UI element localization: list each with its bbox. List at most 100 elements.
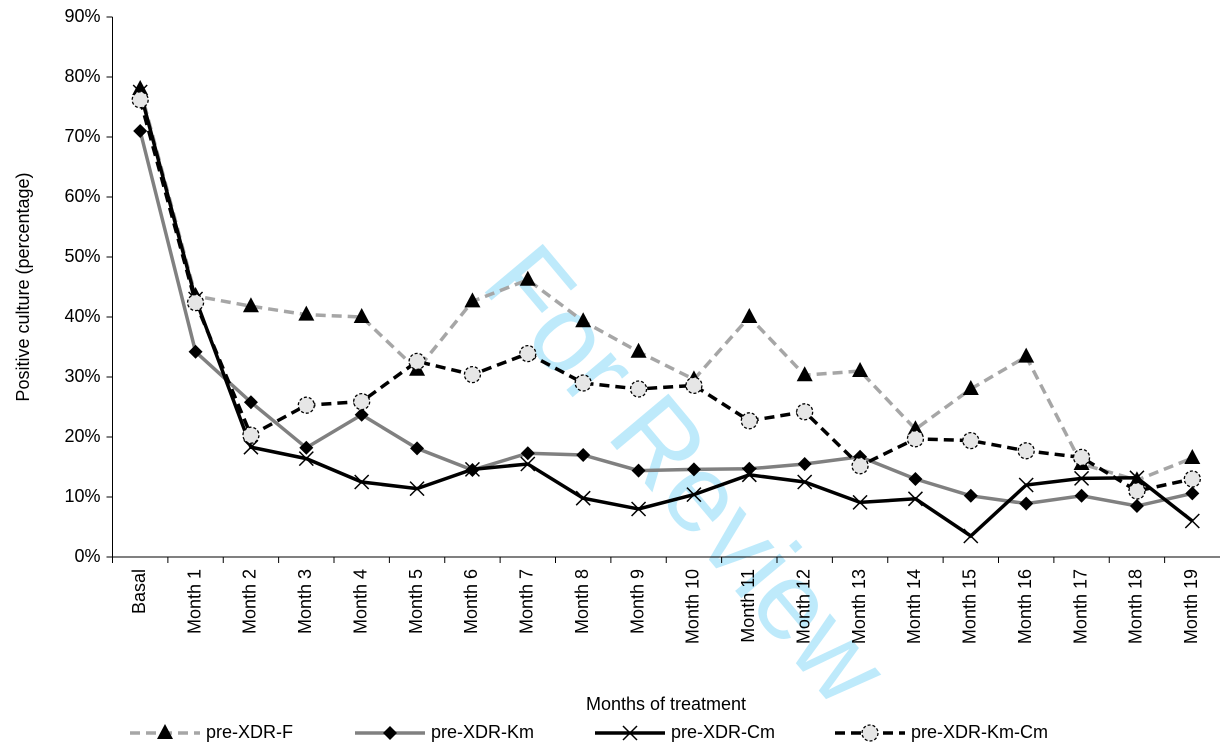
y-tick-label: 70% (64, 126, 100, 146)
x-tick-label: Month 17 (1070, 569, 1090, 644)
marker-diamond (520, 446, 535, 461)
y-tick-label: 40% (64, 306, 100, 326)
legend-marker (622, 725, 638, 741)
series-line (138, 88, 1193, 483)
x-tick-label: Month 16 (1015, 569, 1035, 644)
marker-triangle (741, 308, 758, 323)
y-tick-label: 30% (64, 366, 100, 386)
x-tick-label: Month 11 (738, 569, 758, 643)
x-tick-label: Month 19 (1181, 569, 1201, 644)
marker-x (907, 491, 923, 507)
y-tick-label: 90% (64, 6, 100, 26)
marker-circle (1017, 442, 1035, 460)
marker-triangle (796, 366, 813, 382)
legend: pre-XDR-F pre-XDR-Km pre-XDR-Cm pre-XDR-Km-… (130, 722, 1048, 742)
marker-circle (962, 431, 980, 450)
marker-diamond (686, 462, 701, 477)
marker-circle (242, 426, 260, 444)
marker-x (741, 467, 757, 483)
marker-triangle (353, 308, 370, 323)
marker-x (575, 490, 591, 506)
marker-diamond (1185, 486, 1200, 501)
y-tick-label: 0% (74, 546, 100, 566)
x-tick-label: Month 2 (240, 569, 260, 634)
marker-diamond (243, 395, 258, 410)
marker-triangle (962, 380, 979, 395)
legend-label: pre-XDR-F (206, 722, 293, 742)
marker-circle (463, 365, 482, 384)
marker-diamond (1129, 499, 1144, 513)
marker-x (852, 494, 868, 510)
legend-marker (157, 724, 173, 739)
marker-x (686, 487, 702, 503)
marker-x (797, 474, 813, 490)
marker-circle (1183, 470, 1201, 488)
marker-triangle (519, 270, 536, 286)
legend-label: pre-XDR-Km (431, 722, 534, 742)
marker-triangle (852, 362, 869, 377)
x-tick-label: Month 18 (1126, 569, 1146, 644)
series-line (138, 130, 1193, 508)
marker-x (1018, 477, 1034, 493)
marker-diamond (354, 407, 369, 422)
x-tick-label: Month 14 (904, 569, 924, 644)
marker-circle (796, 403, 814, 421)
marker-x (1074, 470, 1090, 486)
legend-marker (861, 724, 879, 742)
marker-x (631, 501, 647, 517)
marker-diamond (576, 448, 591, 462)
marker-x (520, 456, 536, 472)
y-tick-label: 50% (64, 246, 100, 266)
watermark: For Review (461, 222, 913, 728)
marker-x (963, 528, 979, 544)
marker-diamond (410, 441, 425, 456)
legend-label: pre-XDR-Km-Cm (911, 722, 1048, 742)
x-tick-label: Month 1 (184, 569, 204, 634)
x-tick-label: Month 5 (406, 569, 426, 634)
marker-x (1129, 470, 1145, 486)
marker-triangle (1184, 449, 1201, 464)
marker-circle (1128, 482, 1146, 500)
marker-diamond (188, 344, 203, 359)
marker-circle (851, 457, 869, 475)
x-tick-label: Month 12 (793, 569, 813, 644)
marker-circle (1072, 448, 1091, 467)
x-tick-label: Month 15 (960, 569, 980, 644)
marker-x (243, 439, 259, 455)
legend-label: pre-XDR-Cm (671, 722, 775, 742)
marker-x (298, 451, 314, 467)
series-line (138, 99, 1193, 493)
marker-x (1184, 513, 1200, 529)
marker-x (464, 461, 480, 477)
y-tick-label: 20% (64, 426, 100, 446)
marker-triangle (132, 80, 149, 95)
legend-marker (383, 726, 397, 740)
plot-area (131, 80, 1201, 544)
marker-diamond (299, 440, 314, 455)
marker-triangle (1018, 347, 1035, 363)
marker-diamond (1074, 488, 1089, 503)
x-tick-label: Month 9 (627, 569, 647, 634)
marker-diamond (908, 472, 923, 486)
marker-triangle (298, 305, 315, 321)
x-tick-label: Month 6 (461, 569, 481, 634)
marker-triangle (630, 342, 647, 358)
marker-circle (353, 392, 371, 411)
marker-diamond (963, 488, 978, 503)
y-axis-title: Positive culture (percentage) (13, 172, 33, 401)
y-tick-label: 80% (64, 66, 100, 86)
marker-x (354, 474, 370, 490)
marker-circle (519, 344, 537, 363)
x-tick-label: Month 4 (350, 569, 370, 634)
marker-diamond (133, 124, 148, 138)
series-line (138, 91, 1194, 539)
x-tick-label: Month 10 (683, 569, 703, 644)
marker-diamond (1019, 496, 1034, 511)
marker-circle (685, 376, 703, 395)
marker-circle (186, 293, 205, 312)
marker-circle (131, 91, 149, 109)
x-tick-label: Month 8 (572, 569, 592, 634)
marker-triangle (242, 297, 259, 313)
